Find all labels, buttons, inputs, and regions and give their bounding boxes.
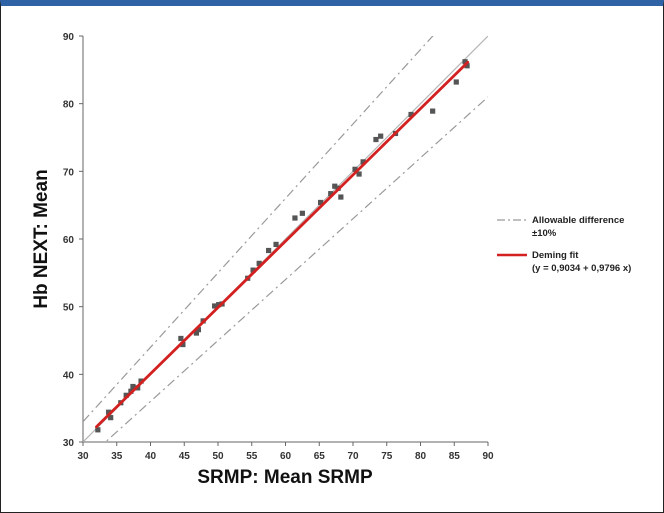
x-tick-label: 35	[111, 451, 123, 462]
y-tick-label: 40	[63, 370, 75, 381]
data-point	[256, 260, 262, 266]
fit-line-group	[95, 60, 470, 429]
reference-lines	[83, 36, 488, 442]
x-tick-label: 50	[212, 451, 224, 462]
x-tick-label: 60	[280, 451, 292, 462]
y-tick-label: 90	[63, 32, 75, 43]
data-point	[352, 166, 358, 172]
data-point	[378, 133, 384, 139]
data-point	[178, 335, 184, 342]
data-point	[430, 108, 436, 114]
data-point	[266, 247, 272, 254]
y-tick-label: 70	[63, 167, 75, 178]
data-point	[195, 327, 202, 333]
data-point	[250, 267, 256, 273]
data-point	[332, 183, 338, 189]
data-point	[356, 171, 362, 177]
data-point	[193, 330, 199, 336]
data-point	[106, 409, 112, 415]
scatter-chart: 30 35 40 45 50 55 60 65 70 75 80 85 90 30 40 50 60 70 80 90…	[31, 32, 631, 488]
data-point	[123, 392, 129, 398]
x-tick-label: 75	[381, 451, 393, 462]
data-point	[338, 194, 344, 200]
data-point	[328, 191, 334, 197]
tick-labels: 30 35 40 45 50 55 60 65 70 75 80 85 90 30 40 50 60 70 80 90	[63, 32, 494, 462]
data-point	[108, 415, 114, 421]
data-point	[408, 111, 414, 118]
deming-fit-line	[95, 60, 470, 429]
x-tick-label: 45	[179, 451, 191, 462]
data-point	[318, 199, 324, 206]
data-point	[130, 383, 136, 390]
legend-label-deming-eq: (y = 0,9034 + 0,9796 x)	[532, 263, 631, 274]
legend-label-allowable: Allowable difference	[532, 215, 624, 226]
x-tick-label: 85	[449, 451, 461, 462]
data-point	[462, 59, 468, 65]
upper-bound-line	[83, 36, 434, 423]
x-tick-label: 70	[347, 451, 359, 462]
legend-label-allowable-pct: ±10%	[532, 228, 557, 239]
x-tick-label: 30	[77, 451, 89, 462]
data-point	[299, 210, 305, 216]
data-point	[360, 159, 366, 165]
y-tick-label: 60	[63, 235, 75, 246]
axes	[79, 35, 489, 446]
lower-bound-line	[104, 96, 488, 442]
y-axis-title: Hb NEXT: Mean	[31, 169, 52, 308]
data-point	[464, 63, 470, 69]
x-tick-label: 40	[145, 451, 157, 462]
x-tick-label: 80	[415, 451, 427, 462]
x-tick-label: 55	[246, 451, 258, 462]
data-point	[453, 79, 459, 85]
data-point	[216, 302, 222, 308]
data-point	[95, 427, 101, 433]
legend: Allowable difference ±10% Deming fit (y …	[497, 215, 631, 274]
x-tick-label: 90	[482, 451, 494, 462]
data-point	[373, 136, 379, 143]
data-point	[273, 241, 279, 248]
data-point	[292, 215, 298, 221]
legend-label-deming: Deming fit	[532, 250, 579, 261]
data-point	[180, 341, 186, 348]
y-tick-label: 30	[63, 438, 75, 449]
x-tick-label: 65	[314, 451, 326, 462]
data-point	[212, 303, 218, 309]
y-tick-label: 50	[63, 303, 75, 314]
y-tick-label: 80	[63, 100, 75, 111]
x-axis-title: SRMP: Mean SRMP	[197, 467, 373, 488]
